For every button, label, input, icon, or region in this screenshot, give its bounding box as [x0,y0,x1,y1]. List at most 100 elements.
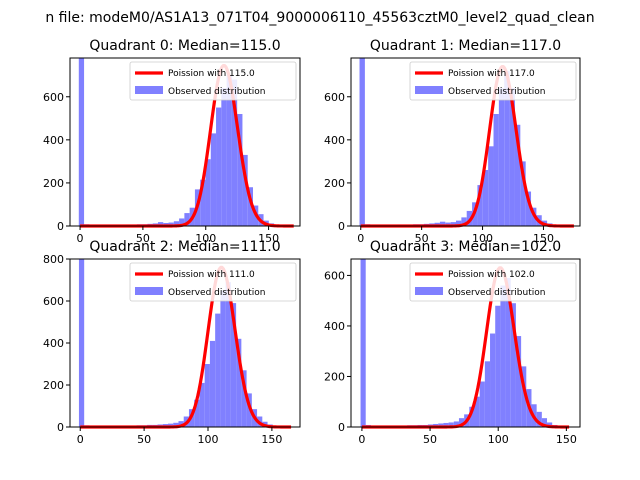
histogram-bar [247,187,253,226]
histogram-bar [504,70,510,226]
quadrant-2-legend: Poission with 111.0 Observed distribution [129,262,297,302]
legend-box [409,61,577,101]
y-tick-label: 800 [43,253,64,266]
quadrant-3-legend: Poission with 102.0 Observed distribution [409,262,577,302]
x-tick-label: 0 [358,433,365,446]
quadrant-1-legend: Poission with 117.0 Observed distribution [409,61,577,101]
histogram-bar [242,154,248,226]
quadrant-0-plot: Quadrant 0: Median=115.0 0 50 100 150 0 200 400… [43,38,301,245]
histogram-bar [443,422,449,427]
histogram-bar [241,370,247,427]
x-tick-label: 50 [423,433,437,446]
histogram-bar [469,406,475,427]
x-tick-label: 100 [488,433,509,446]
histogram-bar [360,259,366,427]
legend-poisson-label: Poission with 111.0 [168,270,255,280]
histogram-bar [215,313,221,427]
legend-observed-label: Observed distribution [448,87,545,97]
histogram-bar [458,418,465,427]
x-tick-label: 0 [77,232,84,245]
legend-observed-swatch [135,287,163,295]
histogram-bar [450,222,456,226]
histogram-bar [477,185,483,226]
figure-suptitle: n file: modeM0/AS1A13_071T04_9000006110_… [45,10,594,26]
histogram-bar [521,366,527,427]
histogram-bar [461,217,467,226]
histogram-bar [509,88,515,227]
histogram-bar [78,58,85,226]
histogram-bar [230,303,237,427]
quadrant-0-axes-frame [69,57,301,227]
y-tick-label: 600 [43,91,64,104]
histogram-bar [225,282,231,427]
histogram-bar [448,422,454,427]
histogram-bar [488,146,494,226]
y-tick-label: 200 [43,177,64,190]
legend-box [129,262,297,302]
y-tick-label: 600 [43,295,64,308]
histogram-bar [484,361,491,427]
histogram-bar [184,213,190,226]
x-tick-label: 150 [556,433,577,446]
y-tick-label: 400 [324,134,345,147]
histogram-bar [520,161,526,226]
histogram-bar [525,191,532,226]
histogram-bar [455,220,462,226]
histogram-bar [541,418,548,427]
histogram-bar [194,399,200,427]
histogram-bar [231,79,238,227]
histogram-bar [210,133,217,226]
histogram-bar [474,396,480,427]
histogram-bar [200,179,206,226]
histogram-bar [220,290,226,427]
x-tick-label: 50 [415,232,429,245]
y-tick-label: 200 [324,177,345,190]
histogram-bar [490,333,496,427]
histogram-bar [359,58,365,226]
quadrant-3-axes-frame [350,258,581,428]
y-tick-label: 400 [43,337,64,350]
histogram-bar [510,303,516,427]
x-tick-label: 150 [533,232,554,245]
histogram-bar [445,222,451,226]
x-tick-label: 100 [198,433,219,446]
quadrant-3-plot: Quadrant 3: Median=102.0 0 50 100 150 0 200 400… [324,239,581,446]
legend-box [129,61,297,101]
histogram-bar [547,422,553,427]
legend-box [409,262,577,302]
histogram-bar [179,218,185,226]
quadrant-0-title: Quadrant 0: Median=115.0 [89,38,280,54]
quadrant-3-title: Quadrant 3: Median=102.0 [370,239,561,255]
y-tick-label: 400 [324,320,345,333]
histogram-bar [237,114,243,226]
histogram-bar [226,75,232,226]
quadrant-1-title: Quadrant 1: Median=117.0 [370,38,561,54]
quadrant-2-title: Quadrant 2: Median=111.0 [89,239,280,255]
legend-poisson-label: Poission with 115.0 [168,69,255,79]
legend-observed-swatch [415,86,443,94]
histogram-bar [515,336,522,427]
quadrant-2-histogram [78,259,279,427]
histogram-bar [482,170,489,226]
legend-observed-label: Observed distribution [168,288,265,298]
x-tick-label: 100 [195,232,216,245]
histogram-bar [434,222,440,226]
histogram-bar [514,124,521,226]
x-tick-label: 50 [137,433,151,446]
histogram-bar [205,159,211,226]
x-tick-label: 50 [136,232,150,245]
histogram-bar [453,421,459,427]
legend-poisson-label: Poission with 117.0 [448,69,535,79]
histogram-bar [204,364,210,427]
histogram-bar [495,305,501,427]
histogram-bar [216,107,222,226]
x-tick-label: 0 [77,433,84,446]
y-tick-label: 200 [324,370,345,383]
y-tick-label: 400 [43,134,64,147]
y-tick-label: 200 [43,379,64,392]
y-tick-label: 0 [338,220,345,233]
legend-observed-label: Observed distribution [168,87,265,97]
quadrant-1-axes-frame [350,57,581,227]
histogram-bar [493,114,499,226]
